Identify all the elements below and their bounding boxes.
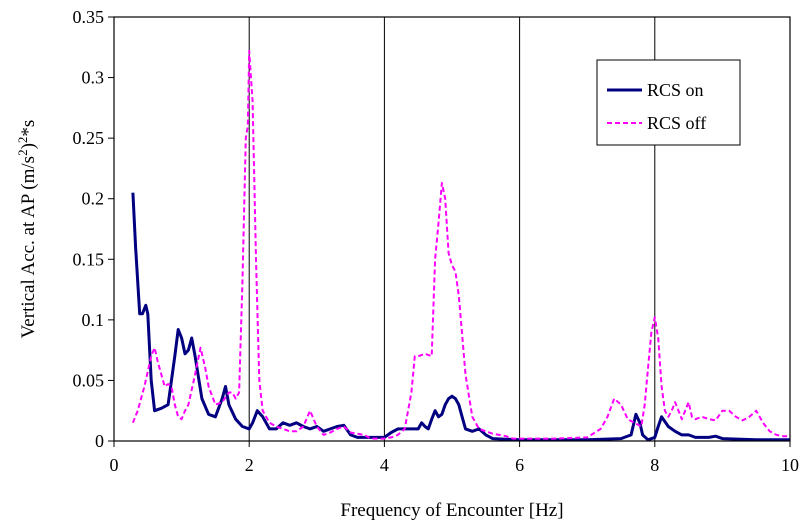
x-axis-title: Frequency of Encounter [Hz] xyxy=(340,500,563,521)
x-tick-label: 8 xyxy=(650,455,659,475)
y-tick-labels: 0 0.05 0.1 0.15 0.2 0.25 0.3 0.35 xyxy=(73,7,114,451)
y-tick-label: 0.1 xyxy=(82,310,105,330)
y-tick-label: 0.25 xyxy=(73,128,105,148)
y-tick-label: 0.3 xyxy=(82,68,105,88)
series-lines xyxy=(131,49,790,442)
x-tick-label: 6 xyxy=(515,455,524,475)
y-tick-label: 0.15 xyxy=(73,249,105,269)
y-tick-label: 0.35 xyxy=(73,7,105,27)
legend-box xyxy=(596,59,741,146)
y-tick-label: 0.2 xyxy=(82,189,105,209)
x-tick-label: 4 xyxy=(380,455,389,475)
x-tick-labels: 0 2 4 6 8 10 xyxy=(110,441,799,475)
legend: RCS on RCS off xyxy=(596,59,741,146)
x-tick-label: 2 xyxy=(245,455,254,475)
y-axis-title: Vertical Acc. at AP (m/s2)2*s xyxy=(15,120,40,339)
series-line-rcs-off xyxy=(131,49,790,440)
series-line-rcs-on xyxy=(131,192,790,442)
y-tick-label: 0 xyxy=(95,431,104,451)
x-tick-label: 0 xyxy=(110,455,119,475)
plot-frame xyxy=(113,16,791,442)
x-tick-label: 10 xyxy=(781,455,799,475)
legend-label-rcs-off: RCS off xyxy=(647,113,706,133)
legend-label-rcs-on: RCS on xyxy=(647,80,704,100)
y-tick-label: 0.05 xyxy=(73,370,105,390)
